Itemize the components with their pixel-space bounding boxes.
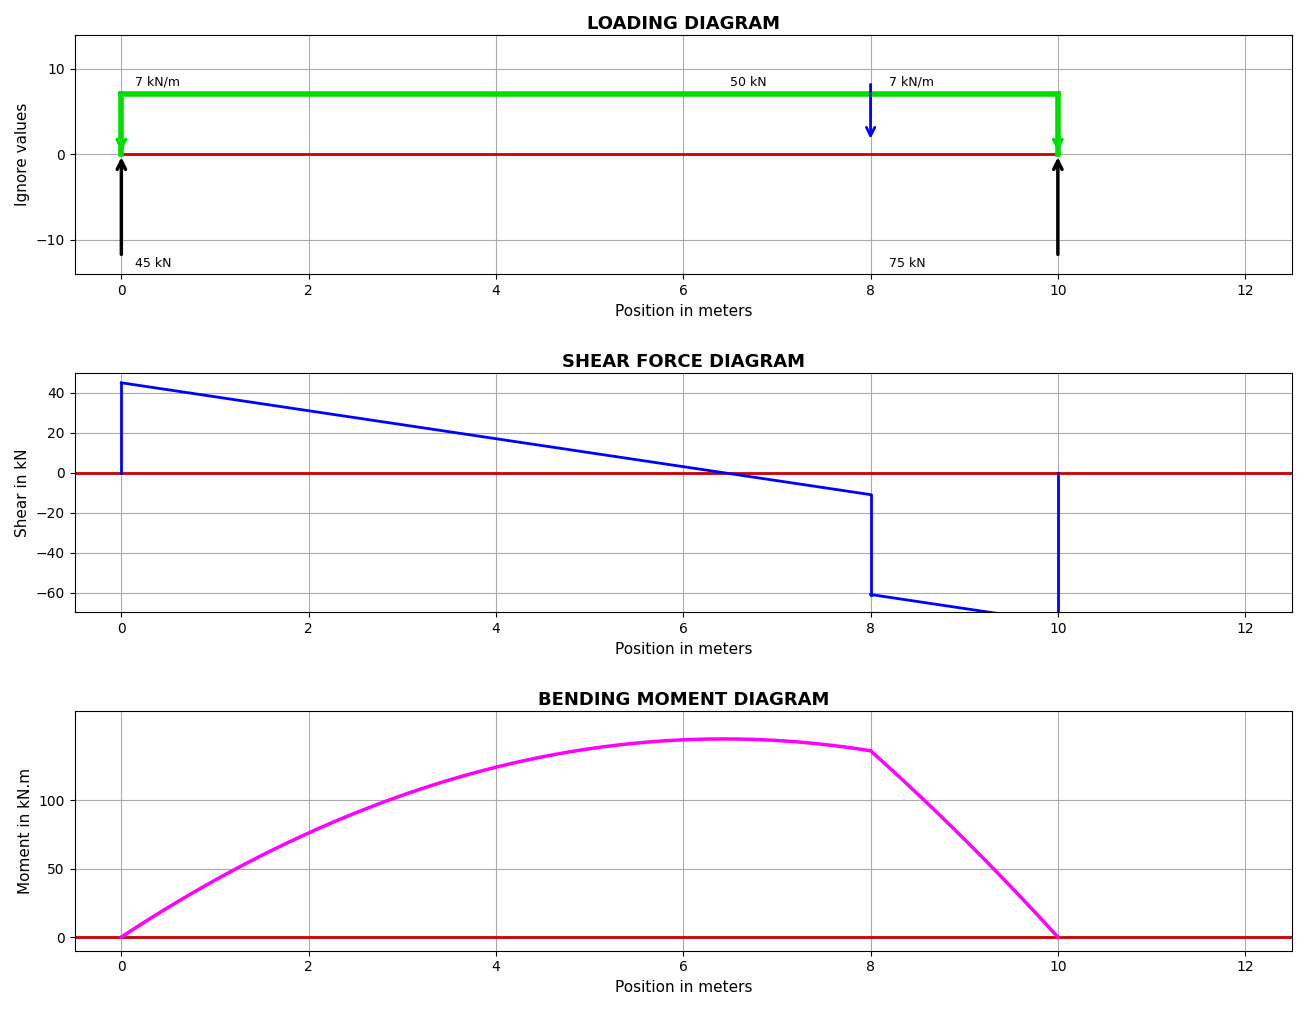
X-axis label: Position in meters: Position in meters <box>614 304 752 318</box>
Y-axis label: Ignore values: Ignore values <box>14 103 30 206</box>
Title: SHEAR FORCE DIAGRAM: SHEAR FORCE DIAGRAM <box>562 354 805 372</box>
Title: BENDING MOMENT DIAGRAM: BENDING MOMENT DIAGRAM <box>537 692 829 709</box>
Text: 45 kN: 45 kN <box>136 258 173 271</box>
Title: LOADING DIAGRAM: LOADING DIAGRAM <box>587 15 780 33</box>
Text: 75 kN: 75 kN <box>889 258 925 271</box>
Text: 7 kN/m: 7 kN/m <box>889 76 935 89</box>
Y-axis label: Shear in kN: Shear in kN <box>14 448 30 537</box>
Text: 50 kN: 50 kN <box>731 76 767 89</box>
Y-axis label: Moment in kN.m: Moment in kN.m <box>18 768 33 894</box>
Text: 7 kN/m: 7 kN/m <box>136 76 180 89</box>
X-axis label: Position in meters: Position in meters <box>614 980 752 995</box>
X-axis label: Position in meters: Position in meters <box>614 641 752 656</box>
